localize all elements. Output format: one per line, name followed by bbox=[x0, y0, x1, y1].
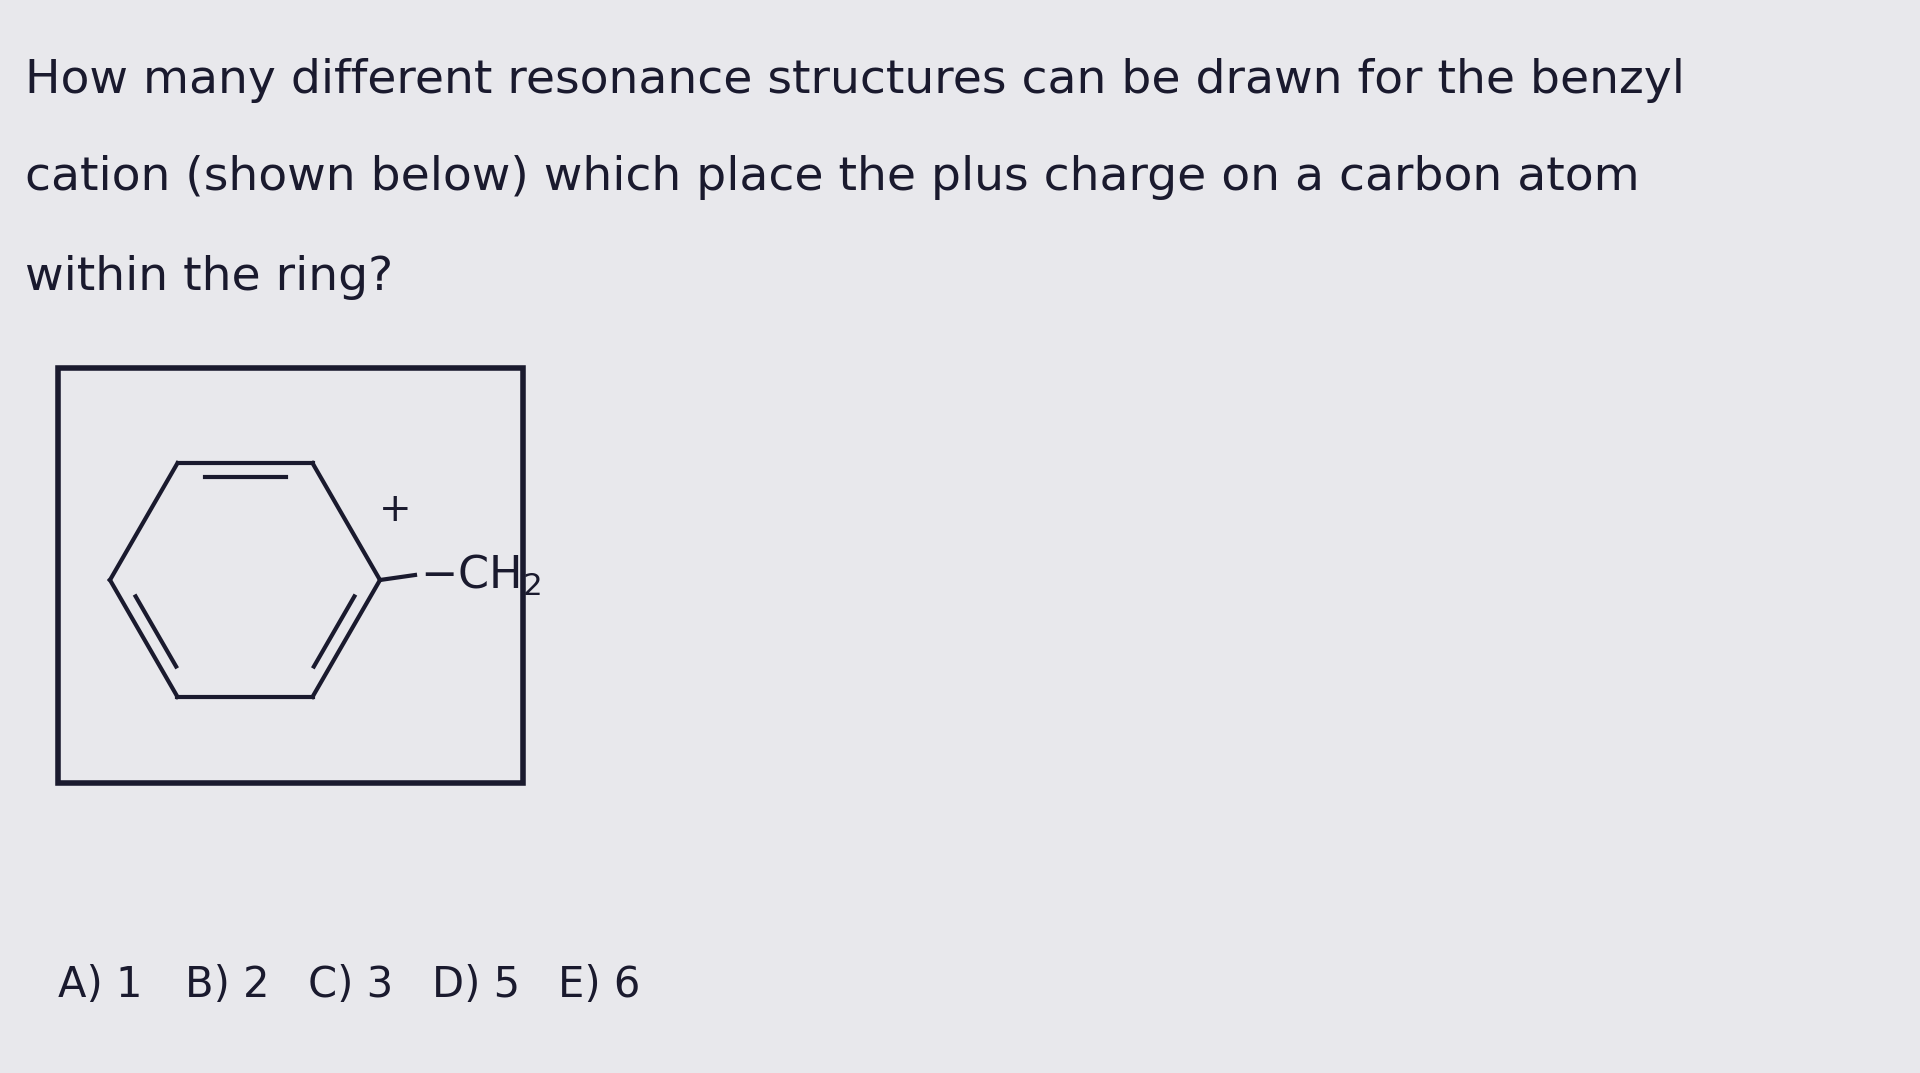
Text: How many different resonance structures can be drawn for the benzyl: How many different resonance structures … bbox=[25, 58, 1686, 103]
Text: E) 6: E) 6 bbox=[559, 964, 641, 1006]
Text: cation (shown below) which place the plus charge on a carbon atom: cation (shown below) which place the plu… bbox=[25, 155, 1640, 200]
Text: $\mathregular{-CH_2}$: $\mathregular{-CH_2}$ bbox=[420, 553, 541, 598]
Text: A) 1: A) 1 bbox=[58, 964, 142, 1006]
Text: B) 2: B) 2 bbox=[184, 964, 269, 1006]
Text: C) 3: C) 3 bbox=[307, 964, 394, 1006]
Text: +: + bbox=[378, 491, 411, 529]
Text: within the ring?: within the ring? bbox=[25, 255, 394, 300]
Bar bbox=[58, 368, 522, 783]
Text: D) 5: D) 5 bbox=[432, 964, 520, 1006]
